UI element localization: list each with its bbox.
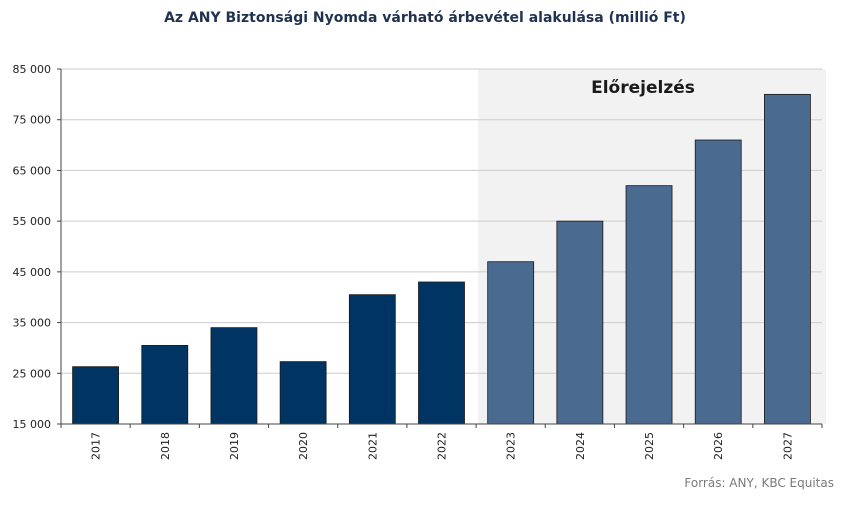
bar-2026 <box>694 139 742 425</box>
y-tick-labels: 15 000 25 000 35 000 45 000 55 000 65 000 75 0… <box>13 63 52 431</box>
bars <box>72 93 811 425</box>
x-tick-label: 2022 <box>436 432 449 460</box>
x-tick-label: 2024 <box>574 432 587 460</box>
y-tick-label: 75 000 <box>13 114 52 127</box>
source-note: Forrás: ANY, KBC Equitas <box>684 476 834 490</box>
x-tick-label: 2018 <box>159 432 172 460</box>
x-tick-labels: 2017 2018 2019 2020 2021 2022 2023 2024 2025 2026… <box>90 432 795 460</box>
x-tick-label: 2019 <box>228 432 241 460</box>
bar-2025 <box>625 185 673 425</box>
chart-title: Az ANY Biztonsági Nyomda várható árbevét… <box>164 10 686 26</box>
bar-2022 <box>418 281 465 425</box>
forecast-label: Előrejelzés <box>591 78 695 98</box>
bar-2023 <box>487 261 535 425</box>
bar-2021 <box>348 294 396 425</box>
y-tick-label: 25 000 <box>13 367 52 380</box>
y-tick-label: 65 000 <box>13 164 52 177</box>
x-tick-label: 2021 <box>366 432 379 460</box>
bar-2017 <box>72 366 119 425</box>
y-tick-label: 55 000 <box>13 215 52 228</box>
y-tick-label: 85 000 <box>13 63 52 76</box>
y-tick-label: 15 000 <box>13 418 52 431</box>
x-tick-label: 2027 <box>781 432 794 460</box>
x-tick-label: 2026 <box>712 432 725 460</box>
bar-2019 <box>210 327 258 425</box>
x-tick-label: 2025 <box>643 432 656 460</box>
bar-2018 <box>141 344 189 425</box>
x-tick-label: 2020 <box>297 432 310 460</box>
y-tick-label: 35 000 <box>13 317 52 330</box>
bar-2020 <box>279 361 327 425</box>
x-tick-label: 2017 <box>90 432 103 460</box>
axes <box>57 68 823 428</box>
y-tick-label: 45 000 <box>13 266 52 279</box>
x-tick-label: 2023 <box>505 432 518 460</box>
bar-2024 <box>556 220 604 425</box>
bar-2027 <box>764 93 811 425</box>
